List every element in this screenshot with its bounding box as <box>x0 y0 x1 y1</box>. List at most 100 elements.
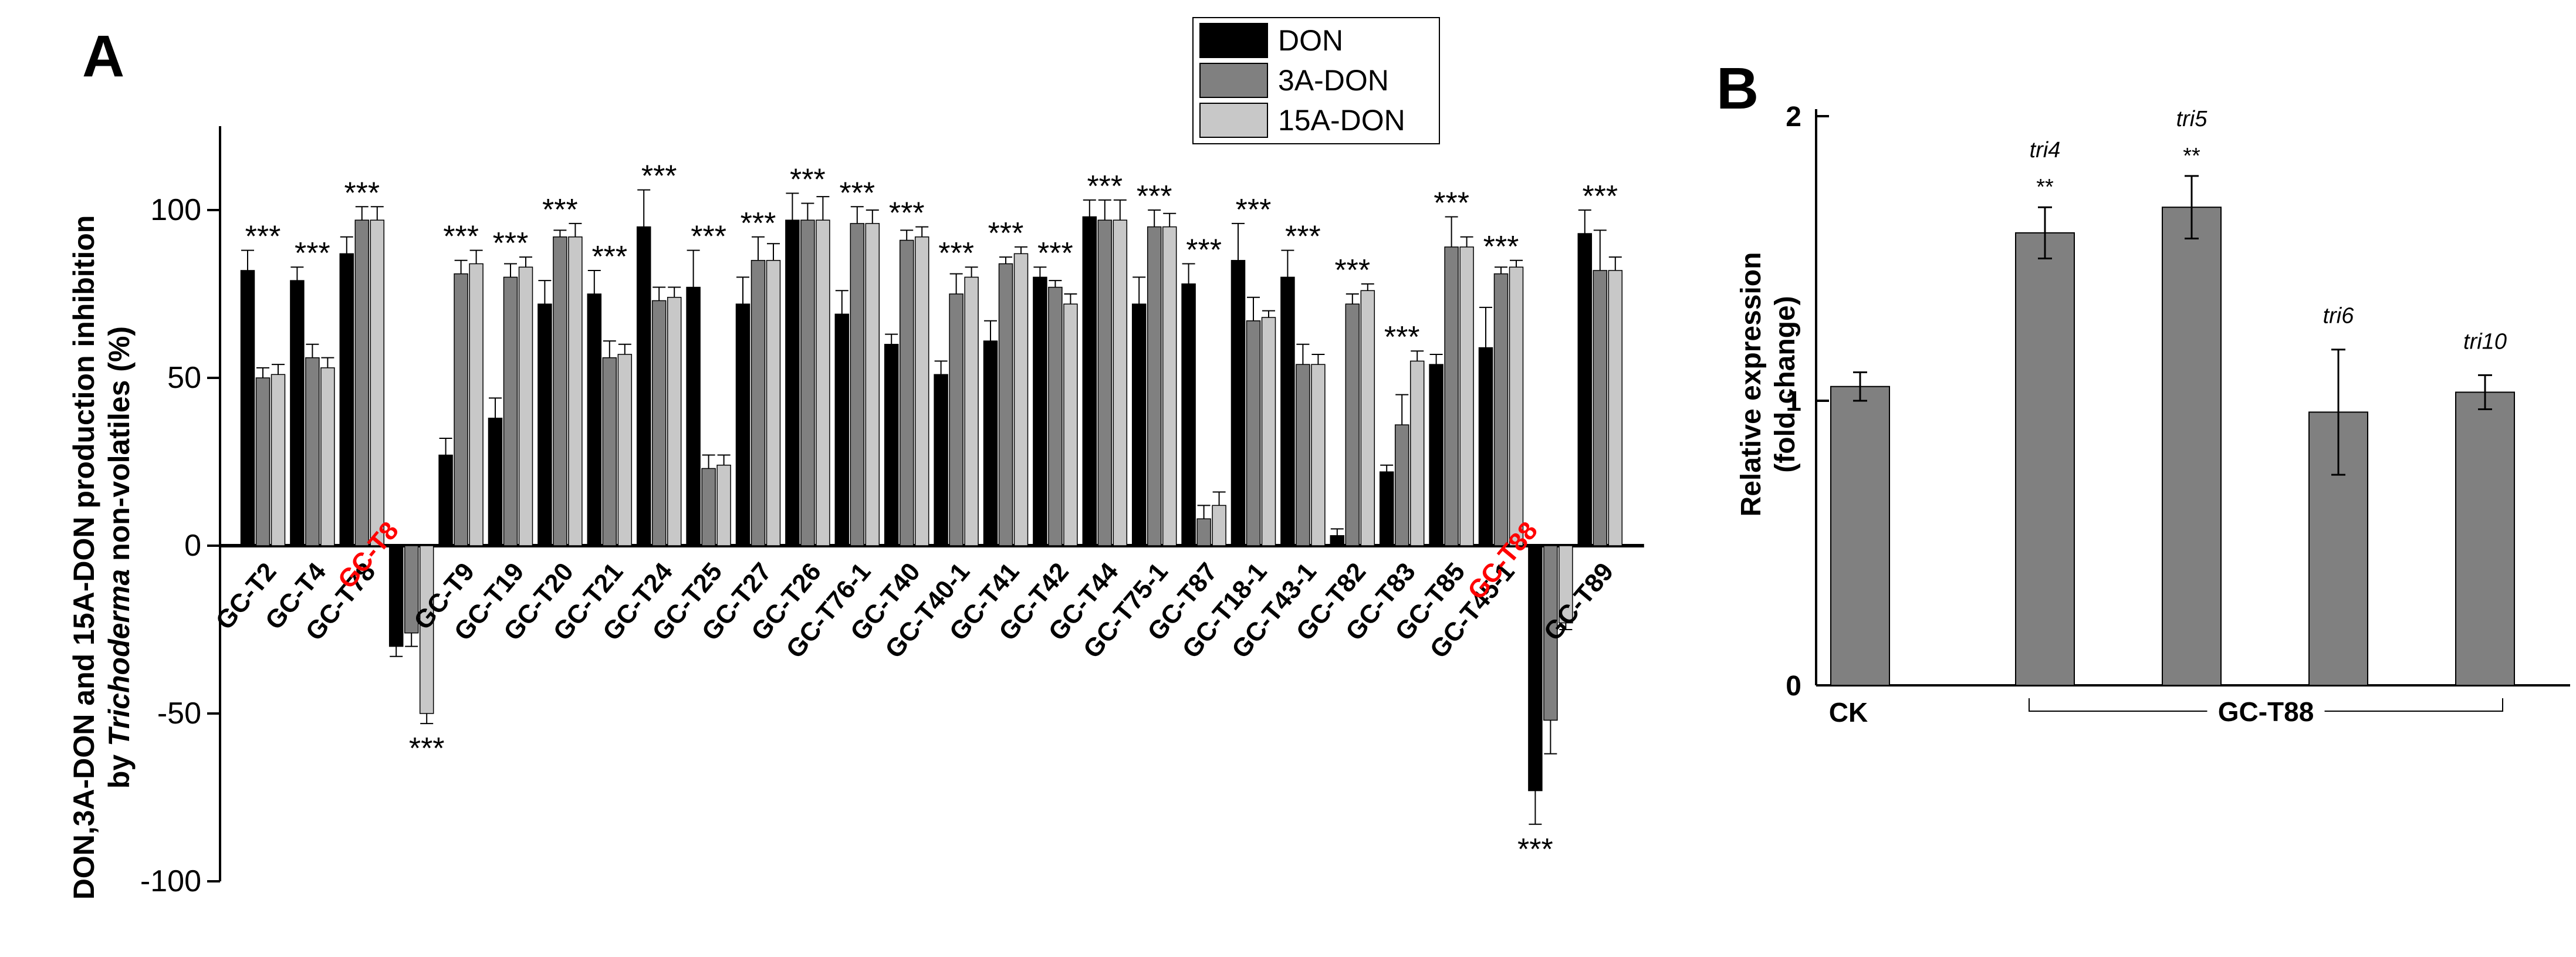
bar-group-gc-t21: *** <box>587 240 633 546</box>
significance-marker: *** <box>691 220 726 254</box>
significance-marker: *** <box>542 193 578 227</box>
significance-marker: *** <box>741 207 776 241</box>
bar-15a-don <box>1013 253 1029 546</box>
bar-don <box>834 313 850 546</box>
significance-marker: *** <box>1186 234 1222 268</box>
bar-group-gc-t20: *** <box>537 193 583 546</box>
bar-group-gc-t8: *** <box>388 545 445 766</box>
bar-group-gc-t41: *** <box>983 217 1029 546</box>
bar-don <box>388 545 404 647</box>
panel-b-y-tick-label: 0 <box>1786 671 1801 702</box>
significance-marker: *** <box>790 163 826 197</box>
gene-label: tri4 <box>2030 138 2061 163</box>
bar-3a-don <box>1246 320 1261 546</box>
bar-3a-don <box>850 223 865 546</box>
bar-don <box>1429 364 1443 546</box>
significance-marker: *** <box>591 240 627 274</box>
x-tick-label: CK <box>1829 697 1868 728</box>
bar-don <box>1528 545 1543 792</box>
bar-group-gc-t88: *** <box>1517 545 1573 867</box>
expression-bar-group: tri5 ** <box>2162 107 2222 686</box>
significance-marker: *** <box>1582 180 1618 214</box>
expression-bar <box>1830 385 1890 686</box>
ylabel-italic: Trichoderma <box>103 569 136 746</box>
bar-group-gc-t76-1: *** <box>834 176 880 546</box>
expression-bar <box>2455 391 2515 686</box>
bar-don <box>339 253 354 546</box>
bar-don <box>1033 276 1047 546</box>
bar-3a-don <box>503 276 518 546</box>
bar-3a-don <box>1593 270 1608 546</box>
significance-marker: *** <box>409 732 445 766</box>
bar-group-gc-t83: *** <box>1379 320 1425 546</box>
bar-group-gc-t42: *** <box>1033 236 1078 546</box>
panel-a-bars: *** *** *** *** *** *** *** *** *** *** *** *** *** *… <box>240 160 1623 867</box>
bar-group-gc-t85: *** <box>1429 186 1474 546</box>
bar-don <box>1230 260 1246 546</box>
expression-bar-group: tri10 <box>2455 329 2515 686</box>
panel-b: B Relative expression (fold change) 0 1 2 G… <box>1716 56 2570 729</box>
panel-b-y-tick-label: 1 <box>1786 386 1801 417</box>
group-label-background <box>2207 694 2325 729</box>
bar-group-gc-t9: *** <box>438 220 484 546</box>
bar-don <box>1379 471 1394 546</box>
expression-bar <box>2015 232 2075 687</box>
bar-15a-don <box>865 223 880 546</box>
bar-group-gc-t4: *** <box>290 236 335 546</box>
bar-don <box>587 293 602 546</box>
significance-marker: *** <box>1236 193 1272 227</box>
expression-bar-group: tri6 <box>2308 304 2368 687</box>
bar-group-gc-t87: *** <box>1181 234 1226 546</box>
legend-label-3a-don: 3A-DON <box>1278 64 1389 97</box>
significance-marker: *** <box>889 197 925 231</box>
bar-group-gc-t27: *** <box>735 207 781 546</box>
significance-marker: *** <box>1037 236 1073 270</box>
bar-15a-don <box>1409 360 1425 546</box>
bar-don <box>1330 535 1345 546</box>
bar-group-gc-t40-1: *** <box>934 236 979 546</box>
bar-3a-don <box>1444 246 1459 546</box>
bar-3a-don <box>949 293 964 546</box>
bar-3a-don <box>1296 364 1310 546</box>
bar-don <box>686 286 701 546</box>
significance-marker: *** <box>1087 170 1123 204</box>
gene-label: tri6 <box>2323 304 2355 329</box>
bar-15a-don <box>568 236 583 546</box>
bar-group-gc-t89: *** <box>1577 180 1623 546</box>
significance-marker: *** <box>938 236 974 270</box>
significance-marker: *** <box>1384 320 1420 354</box>
panel-b-y-axis-title: Relative expression (fold change) <box>1736 252 1801 517</box>
bar-don <box>537 303 552 546</box>
bar-group-gc-t40: *** <box>884 197 929 546</box>
legend-label-don: DON <box>1278 24 1343 57</box>
significance-marker: *** <box>493 226 529 261</box>
significance-marker: *** <box>1334 253 1370 288</box>
significance-marker: *** <box>443 220 479 254</box>
significance-marker: *** <box>344 176 380 210</box>
significance-marker: ** <box>2183 144 2200 168</box>
bar-15a-don <box>1261 317 1276 546</box>
bar-don <box>438 454 453 546</box>
bar-15a-don <box>1360 290 1375 546</box>
gene-label: tri10 <box>2463 329 2507 354</box>
bar-don <box>1181 283 1196 546</box>
bar-group-gc-t2: *** <box>240 220 286 546</box>
bar-15a-don <box>964 276 979 546</box>
bar-don <box>1082 216 1097 546</box>
panel-a-y-tick-label: -100 <box>140 864 201 898</box>
significance-marker: *** <box>295 236 330 270</box>
significance-marker: *** <box>839 176 875 210</box>
panel-a-legend: DON 3A-DON 15A-DON <box>1192 17 1440 144</box>
bar-group-gc-t45-1: *** <box>1478 230 1524 546</box>
bar-don <box>240 270 255 546</box>
panel-a-y-tick-label: -50 <box>157 696 201 731</box>
bar-15a-don <box>1212 505 1226 546</box>
bar-don <box>934 374 948 546</box>
ylabel-prefix: by <box>103 746 136 789</box>
significance-marker: *** <box>1517 833 1553 867</box>
expression-bar-group: CK <box>1829 371 1890 728</box>
bar-15a-don <box>1608 270 1623 546</box>
significance-marker: *** <box>988 217 1024 251</box>
bar-3a-don <box>305 357 320 546</box>
